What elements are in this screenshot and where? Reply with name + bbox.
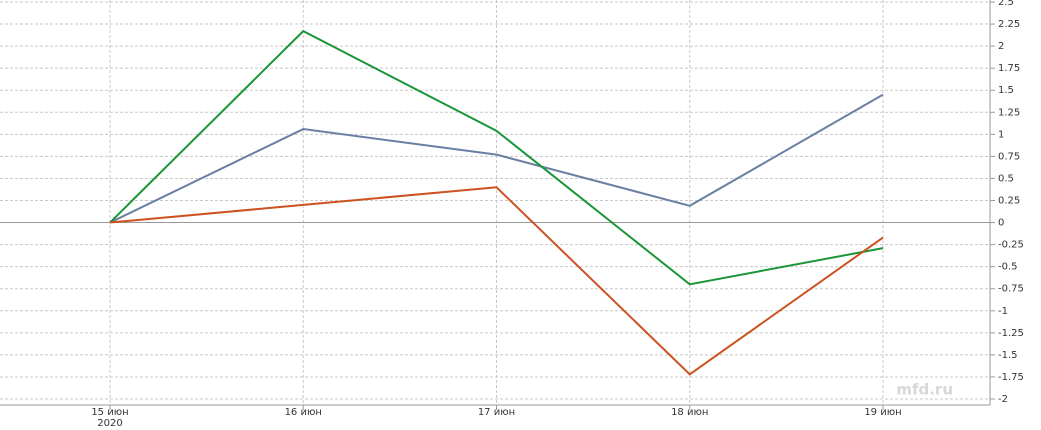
y-tick-label: 0 xyxy=(998,218,1004,229)
y-tick-label: 2 xyxy=(998,41,1004,52)
y-tick-label: 2.25 xyxy=(998,19,1020,30)
x-tick-label: 19 июн xyxy=(864,407,901,418)
series-line xyxy=(109,93,884,224)
y-tick-label: 2.5 xyxy=(998,0,1014,8)
y-tick-label: -1.75 xyxy=(998,372,1024,383)
y-tick-label: 1.5 xyxy=(998,85,1014,96)
year-label: 2020 xyxy=(97,418,122,429)
y-tick-label: 1.75 xyxy=(998,63,1020,74)
x-tick-label: 17 июн xyxy=(478,407,515,418)
x-tick-label: 15 июн xyxy=(91,407,128,418)
series-line xyxy=(109,186,884,376)
y-tick-label: 0.75 xyxy=(998,151,1020,162)
y-tick-label: -0.75 xyxy=(998,284,1024,295)
y-tick-label: -1 xyxy=(998,306,1008,317)
y-tick-label: -2 xyxy=(998,394,1008,405)
y-tick-label: 1.25 xyxy=(998,107,1020,118)
watermark: mfd.ru xyxy=(896,381,953,399)
y-tick-label: -0.5 xyxy=(998,262,1018,273)
y-tick-label: 1 xyxy=(998,129,1004,140)
x-tick-label: 16 июн xyxy=(285,407,322,418)
y-tick-label: 0.25 xyxy=(998,196,1020,207)
x-tick-label: 18 июн xyxy=(671,407,708,418)
series-line xyxy=(109,29,884,286)
y-tick-label: -1.25 xyxy=(998,328,1024,339)
y-tick-label: 0.5 xyxy=(998,173,1014,184)
y-tick-label: -1.5 xyxy=(998,350,1018,361)
y-tick-label: -0.25 xyxy=(998,240,1024,251)
